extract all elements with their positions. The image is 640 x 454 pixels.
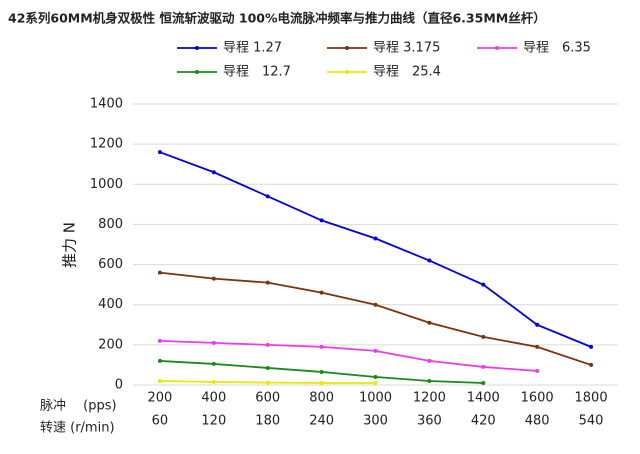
chart-title: 42系列60MM机身双极性 恒流斩波驱动 100%电流脉冲频率与推力曲线（直径6… xyxy=(8,11,546,26)
x-tick-label: 200 xyxy=(148,391,173,406)
x-tick-label: 600 xyxy=(255,391,280,406)
x-tick-label: 1400 xyxy=(467,391,500,406)
x-tick-label-secondary: 480 xyxy=(525,414,550,429)
x-tick-label-secondary: 180 xyxy=(255,414,280,429)
data-point xyxy=(535,344,540,349)
x-tick-label: 1000 xyxy=(359,391,392,406)
data-point xyxy=(535,368,540,373)
data-point xyxy=(265,280,270,285)
data-point xyxy=(157,270,162,275)
x-row-label: 脉冲 (pps) xyxy=(40,399,117,414)
y-tick-label: 800 xyxy=(98,217,123,232)
x-tick-label-secondary: 360 xyxy=(417,414,442,429)
legend-label: 导程 3.175 xyxy=(373,41,440,56)
series-line xyxy=(159,339,538,372)
data-point xyxy=(373,374,378,379)
data-point xyxy=(265,380,270,385)
y-tick-label: 200 xyxy=(98,337,123,352)
y-axis-label: 推力 N xyxy=(61,222,79,268)
legend-label: 导程 12.7 xyxy=(223,65,291,80)
data-point xyxy=(427,320,432,325)
data-point xyxy=(157,338,162,343)
data-point xyxy=(319,344,324,349)
data-point xyxy=(265,194,270,199)
x-tick-label-secondary: 120 xyxy=(201,414,226,429)
data-point xyxy=(211,170,216,175)
data-point xyxy=(373,380,378,385)
series-line xyxy=(159,151,592,348)
data-point xyxy=(265,342,270,347)
y-tick-label: 0 xyxy=(115,378,123,393)
data-point xyxy=(157,150,162,155)
data-point xyxy=(427,258,432,263)
legend-marker xyxy=(495,46,499,50)
data-point xyxy=(319,369,324,374)
x-tick-label-secondary: 540 xyxy=(579,414,604,429)
x-tick-label: 1600 xyxy=(521,391,554,406)
x-tick-label-secondary: 240 xyxy=(309,414,334,429)
x-tick-label: 800 xyxy=(309,391,334,406)
y-tick-label: 1000 xyxy=(90,177,123,192)
y-tick-label: 600 xyxy=(98,257,123,272)
x-tick-label-secondary: 60 xyxy=(152,414,169,429)
data-point xyxy=(265,365,270,370)
legend-marker xyxy=(345,46,349,50)
data-point xyxy=(589,344,594,349)
data-point xyxy=(373,236,378,241)
data-point xyxy=(373,302,378,307)
data-point xyxy=(481,364,486,369)
legend-marker xyxy=(195,46,199,50)
data-point xyxy=(157,358,162,363)
legend-label: 导程 6.35 xyxy=(523,41,591,56)
x-tick-label-secondary: 420 xyxy=(471,414,496,429)
y-tick-label: 1200 xyxy=(90,137,123,152)
data-point xyxy=(211,276,216,281)
data-point xyxy=(589,362,594,367)
legend-label: 导程 25.4 xyxy=(373,65,441,80)
data-point xyxy=(319,380,324,385)
x-tick-label: 1200 xyxy=(413,391,446,406)
data-point xyxy=(211,379,216,384)
legend-label: 导程 1.27 xyxy=(223,41,282,56)
data-point xyxy=(211,340,216,345)
data-point xyxy=(319,290,324,295)
x-row-label: 转速 (r/min) xyxy=(40,421,115,436)
x-tick-label: 1800 xyxy=(575,391,608,406)
data-point xyxy=(211,361,216,366)
data-point xyxy=(373,348,378,353)
data-point xyxy=(427,358,432,363)
data-point xyxy=(427,378,432,383)
legend-marker xyxy=(345,70,349,74)
legend-marker xyxy=(195,70,199,74)
y-tick-label: 1400 xyxy=(90,97,123,112)
data-point xyxy=(157,378,162,383)
data-point xyxy=(481,282,486,287)
data-point xyxy=(481,334,486,339)
data-point xyxy=(319,218,324,223)
data-point xyxy=(535,322,540,327)
x-tick-label: 400 xyxy=(201,391,226,406)
y-tick-label: 400 xyxy=(98,297,123,312)
data-point xyxy=(481,380,486,385)
x-tick-label-secondary: 300 xyxy=(363,414,388,429)
